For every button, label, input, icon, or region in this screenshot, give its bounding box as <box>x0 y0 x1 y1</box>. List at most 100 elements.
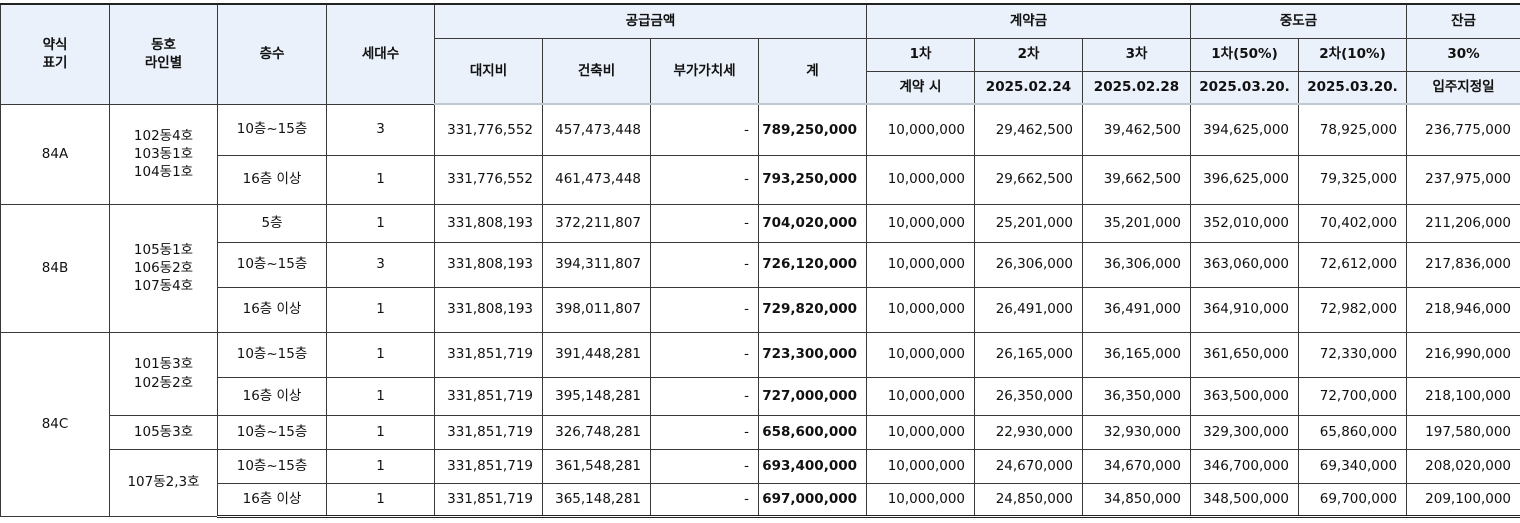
dong-line-cell: 105동3호 <box>109 414 218 450</box>
balance-cell: 208,020,000 <box>1406 448 1520 484</box>
header-land-cost: 대지비 <box>434 37 543 105</box>
contract-1-cell: 10,000,000 <box>866 414 975 450</box>
total-cell: 793,250,000 <box>758 154 867 205</box>
middle-1-cell: 364,910,000 <box>1190 286 1300 333</box>
floor-cell: 16층 이상 <box>217 482 327 518</box>
header-supply-group: 공급금액 <box>434 3 867 39</box>
floor-cell: 16층 이상 <box>217 376 327 416</box>
floor-cell: 10층~15층 <box>217 241 327 288</box>
build-cost-cell: 394,311,807 <box>542 241 651 288</box>
balance-cell: 211,206,000 <box>1406 203 1520 243</box>
table-row: 16층 이상 1 331,851,719 395,148,281 - 727,0… <box>1 376 1520 416</box>
header-middle-2-date: 2025.03.20. <box>1298 70 1408 105</box>
header-dong-line-text: 라인별 <box>144 55 183 72</box>
build-cost-cell: 326,748,281 <box>542 414 651 450</box>
floor-cell: 5층 <box>217 203 327 243</box>
middle-2-cell: 69,340,000 <box>1298 448 1408 484</box>
total-cell: 727,000,000 <box>758 376 867 416</box>
middle-2-cell: 69,700,000 <box>1298 482 1408 518</box>
table-row: 84A 102동4호 103동1호 104동1호 10층~15층 3 331,7… <box>0 103 1520 205</box>
build-cost-cell: 391,448,281 <box>542 331 651 378</box>
header-build-cost: 건축비 <box>542 37 651 105</box>
balance-cell: 217,836,000 <box>1406 241 1520 288</box>
balance-cell: 218,946,000 <box>1406 286 1520 333</box>
units-cell: 1 <box>326 448 435 484</box>
table-body: 84A 102동4호 103동1호 104동1호 10층~15층 3 331,7… <box>0 103 1520 518</box>
vat-cell: - <box>650 286 759 333</box>
middle-1-cell: 348,500,000 <box>1190 482 1300 518</box>
land-cost-cell: 331,851,719 <box>434 414 543 450</box>
middle-1-cell: 363,500,000 <box>1190 376 1300 416</box>
contract-1-cell: 10,000,000 <box>866 286 975 333</box>
dong-line-text: 103동1호 <box>133 145 194 162</box>
units-cell: 1 <box>326 482 435 518</box>
header-middle-group: 중도금 <box>1190 3 1408 39</box>
floor-cell: 16층 이상 <box>217 154 327 205</box>
floor-cell: 16층 이상 <box>217 286 327 333</box>
dong-line-text: 101동3호 <box>133 356 194 373</box>
middle-2-cell: 65,860,000 <box>1298 414 1408 450</box>
header-contract-2-date: 2025.02.24 <box>974 70 1083 105</box>
contract-1-cell: 10,000,000 <box>866 376 975 416</box>
vat-cell: - <box>650 482 759 518</box>
balance-cell: 218,100,000 <box>1406 376 1520 416</box>
vat-cell: - <box>650 241 759 288</box>
total-cell: 729,820,000 <box>758 286 867 333</box>
build-cost-cell: 395,148,281 <box>542 376 651 416</box>
units-cell: 3 <box>326 103 435 156</box>
land-cost-cell: 331,851,719 <box>434 448 543 484</box>
table-row: 10층~15층 3 331,808,193 394,311,807 - 726,… <box>1 241 1520 288</box>
middle-1-cell: 396,625,000 <box>1190 154 1300 205</box>
dong-line-cell: 105동1호 106동2호 107동4호 <box>109 203 218 333</box>
contract-2-cell: 24,850,000 <box>974 482 1083 518</box>
contract-3-cell: 34,670,000 <box>1081 448 1192 484</box>
units-cell: 1 <box>326 414 435 450</box>
balance-cell: 209,100,000 <box>1406 482 1520 518</box>
table-row: 16층 이상 1 331,776,552 461,473,448 - 793,2… <box>1 154 1520 205</box>
units-cell: 3 <box>326 241 435 288</box>
header-type: 약식 표기 <box>0 3 110 105</box>
vat-cell: - <box>650 331 759 378</box>
middle-2-cell: 72,330,000 <box>1298 331 1408 378</box>
units-cell: 1 <box>326 154 435 205</box>
contract-3-cell: 36,165,000 <box>1081 331 1192 378</box>
dong-line-cell: 107동2,3호 <box>109 448 218 517</box>
contract-2-cell: 24,670,000 <box>974 448 1083 484</box>
total-cell: 704,020,000 <box>758 203 867 243</box>
contract-3-cell: 35,201,000 <box>1081 203 1192 243</box>
type-cell: 84A <box>0 103 110 205</box>
header-contract-group: 계약금 <box>865 3 1192 39</box>
contract-2-cell: 26,165,000 <box>974 331 1083 378</box>
balance-cell: 216,990,000 <box>1406 331 1520 378</box>
contract-1-cell: 10,000,000 <box>866 103 975 156</box>
total-cell: 789,250,000 <box>758 103 867 156</box>
middle-2-cell: 72,982,000 <box>1298 286 1408 333</box>
middle-2-cell: 72,700,000 <box>1298 376 1408 416</box>
balance-cell: 237,975,000 <box>1406 154 1520 205</box>
header-contract-3: 3차 <box>1081 37 1192 72</box>
header-contract-2: 2차 <box>974 37 1083 72</box>
middle-1-cell: 329,300,000 <box>1190 414 1300 450</box>
contract-1-cell: 10,000,000 <box>866 154 975 205</box>
vat-cell: - <box>650 154 759 205</box>
floor-cell: 10층~15층 <box>217 448 327 484</box>
vat-cell: - <box>650 103 759 156</box>
contract-3-cell: 36,491,000 <box>1081 286 1192 333</box>
header-floor: 층수 <box>217 3 327 105</box>
floor-cell: 10층~15층 <box>217 414 327 450</box>
build-cost-cell: 365,148,281 <box>542 482 651 518</box>
balance-cell: 236,775,000 <box>1406 103 1520 156</box>
land-cost-cell: 331,851,719 <box>434 331 543 378</box>
dong-line-text: 105동1호 <box>133 241 194 258</box>
middle-2-cell: 72,612,000 <box>1298 241 1408 288</box>
total-cell: 693,400,000 <box>758 448 867 484</box>
middle-1-cell: 363,060,000 <box>1190 241 1300 288</box>
contract-3-cell: 39,662,500 <box>1081 154 1192 205</box>
middle-2-cell: 70,402,000 <box>1298 203 1408 243</box>
table-row: 16층 이상 1 331,808,193 398,011,807 - 729,8… <box>1 286 1520 333</box>
header-balance-pct: 30% <box>1406 37 1520 72</box>
contract-2-cell: 26,491,000 <box>974 286 1083 333</box>
contract-2-cell: 25,201,000 <box>974 203 1083 243</box>
header-dong-line-text: 동호 <box>151 37 176 54</box>
contract-3-cell: 32,930,000 <box>1081 414 1192 450</box>
